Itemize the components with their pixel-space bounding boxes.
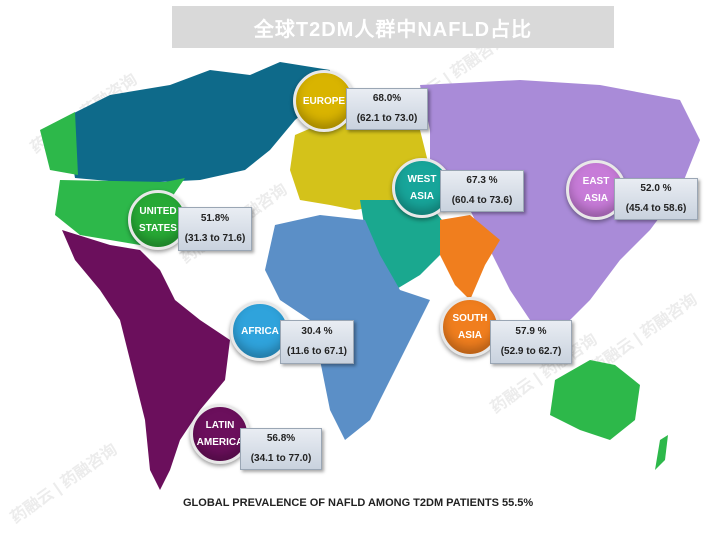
region-label: UNITED STATES bbox=[139, 206, 177, 234]
prevalence-value: 67.3 % bbox=[466, 175, 498, 186]
region-label: AFRICA bbox=[241, 325, 279, 337]
badge-africa: AFRICA bbox=[230, 301, 290, 361]
confidence-interval: (60.4 to 73.6) bbox=[451, 195, 513, 206]
value-box-east-asia: 52.0 % (45.4 to 58.6) bbox=[614, 178, 698, 220]
region-alaska bbox=[40, 112, 78, 175]
confidence-interval: (52.9 to 62.7) bbox=[500, 346, 562, 357]
value-box-europe: 68.0% (62.1 to 73.0) bbox=[346, 88, 428, 130]
prevalence-value: 51.8% bbox=[200, 213, 230, 224]
value-box-west-asia: 67.3 % (60.4 to 73.6) bbox=[440, 170, 524, 212]
confidence-interval: (45.4 to 58.6) bbox=[625, 203, 687, 214]
region-australia bbox=[550, 360, 640, 440]
region-new-zealand bbox=[655, 435, 668, 470]
prevalence-value: 68.0% bbox=[372, 93, 402, 104]
value-box-latin-america: 56.8% (34.1 to 77.0) bbox=[240, 428, 322, 470]
confidence-interval: (62.1 to 73.0) bbox=[356, 113, 418, 124]
confidence-interval: (31.3 to 71.6) bbox=[184, 233, 246, 244]
region-label: EAST ASIA bbox=[582, 176, 610, 204]
region-latin-america bbox=[62, 230, 230, 490]
region-label: LATIN AMERICA bbox=[196, 420, 244, 448]
region-label: EUROPE bbox=[302, 95, 346, 107]
global-prevalence-caption: GLOBAL PREVALENCE OF NAFLD AMONG T2DM PA… bbox=[183, 497, 534, 509]
region-west-asia bbox=[360, 200, 450, 290]
value-box-africa: 30.4 % (11.6 to 67.1) bbox=[280, 320, 354, 364]
prevalence-value: 30.4 % bbox=[301, 326, 333, 337]
region-east-asia bbox=[420, 80, 700, 330]
region-canada bbox=[60, 62, 330, 182]
confidence-interval: (11.6 to 67.1) bbox=[286, 346, 348, 357]
value-box-united-states: 51.8% (31.3 to 71.6) bbox=[178, 207, 252, 251]
value-box-south-asia: 57.9 % (52.9 to 62.7) bbox=[490, 320, 572, 364]
page-title: 全球T2DM人群中NAFLD占比 bbox=[172, 6, 614, 48]
region-south-asia bbox=[440, 215, 500, 300]
region-label: WEST ASIA bbox=[407, 174, 437, 202]
prevalence-value: 52.0 % bbox=[640, 183, 672, 194]
prevalence-value: 56.8% bbox=[266, 433, 296, 444]
badge-europe: EUROPE bbox=[293, 70, 355, 132]
prevalence-value: 57.9 % bbox=[515, 326, 547, 337]
confidence-interval: (34.1 to 77.0) bbox=[250, 453, 312, 464]
region-label: SOUTH ASIA bbox=[452, 313, 488, 341]
